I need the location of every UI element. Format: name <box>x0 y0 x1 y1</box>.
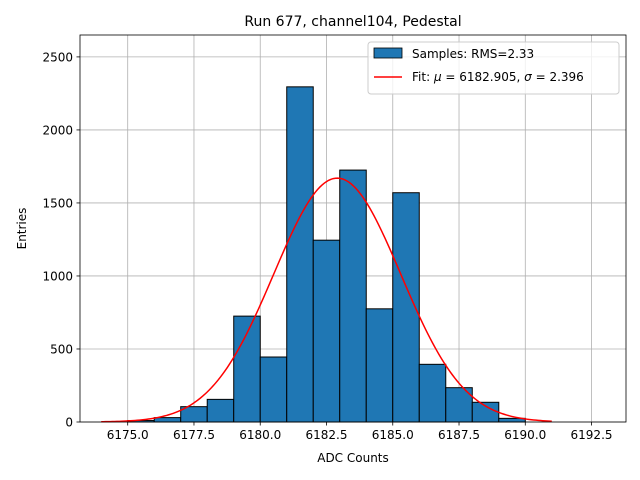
x-tick-label: 6182.5 <box>305 428 347 442</box>
x-tick-label: 6187.5 <box>438 428 480 442</box>
y-tick-label: 2500 <box>42 50 73 64</box>
legend-box <box>367 41 620 95</box>
y-axis-title: Entries <box>15 208 29 250</box>
histogram-bar <box>286 86 314 423</box>
gaussian-fit-curve <box>101 177 552 423</box>
legend: Samples: RMS=2.33 Fit: μ = 6182.905, σ =… <box>367 41 620 95</box>
fit-layer <box>101 177 552 423</box>
y-tick-label: 1500 <box>42 196 73 210</box>
axes-frame <box>79 34 627 423</box>
y-tick-label: 0 <box>65 416 73 430</box>
histogram-bar <box>206 398 235 423</box>
chart-title: Run 677, channel104, Pedestal <box>244 14 461 30</box>
histogram-bar <box>153 417 182 423</box>
x-tick-label: 6180.0 <box>239 428 281 442</box>
y-tick-label: 2000 <box>42 123 73 137</box>
x-tick-label: 6177.5 <box>173 428 215 442</box>
histogram-bar <box>312 239 341 423</box>
histogram-bar <box>365 308 394 423</box>
legend-histogram-label: Samples: RMS=2.33 <box>412 47 534 61</box>
x-axis-ticks: 6175.0 6177.5 6180.0 6182.5 6185.0 6187.5 6190… <box>107 422 613 442</box>
histogram-bar <box>418 363 447 423</box>
histogram-bar <box>339 169 367 423</box>
legend-fit-label: Fit: μ = 6182.905, σ = 2.396 <box>412 70 584 84</box>
x-tick-label: 6185.0 <box>372 428 414 442</box>
y-tick-label: 1000 <box>42 269 73 283</box>
histogram-bar <box>259 356 288 423</box>
y-axis-ticks: 0 500 1000 1500 2000 2500 <box>42 50 80 430</box>
legend-histogram-swatch <box>373 47 403 59</box>
x-tick-label: 6190.0 <box>504 428 546 442</box>
x-tick-label: 6175.0 <box>107 428 149 442</box>
x-axis-title: ADC Counts <box>317 451 389 465</box>
x-tick-label: 6192.5 <box>571 428 613 442</box>
y-tick-label: 500 <box>50 342 73 356</box>
